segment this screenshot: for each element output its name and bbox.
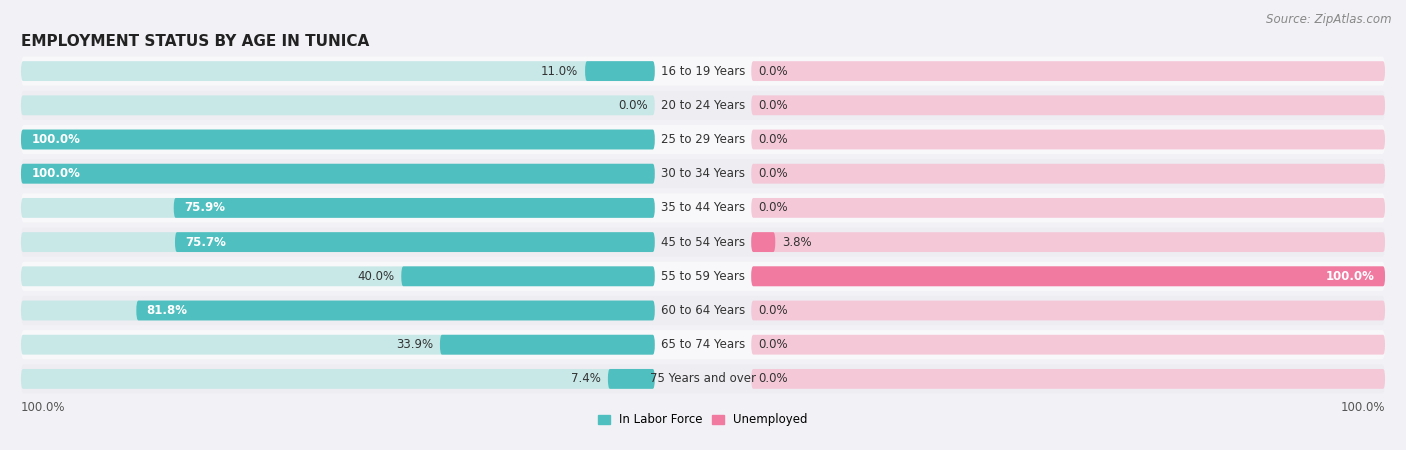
Text: 100.0%: 100.0%: [1340, 401, 1385, 414]
FancyBboxPatch shape: [21, 364, 1385, 393]
Text: 16 to 19 Years: 16 to 19 Years: [661, 65, 745, 77]
FancyBboxPatch shape: [21, 232, 655, 252]
FancyBboxPatch shape: [751, 198, 1385, 218]
Text: 0.0%: 0.0%: [619, 99, 648, 112]
FancyBboxPatch shape: [585, 61, 655, 81]
Text: Source: ZipAtlas.com: Source: ZipAtlas.com: [1267, 14, 1392, 27]
FancyBboxPatch shape: [21, 95, 655, 115]
FancyBboxPatch shape: [21, 61, 655, 81]
FancyBboxPatch shape: [21, 164, 655, 184]
Text: 45 to 54 Years: 45 to 54 Years: [661, 236, 745, 248]
Text: 100.0%: 100.0%: [1326, 270, 1375, 283]
FancyBboxPatch shape: [21, 228, 1385, 256]
Text: 100.0%: 100.0%: [21, 401, 66, 414]
FancyBboxPatch shape: [21, 159, 1385, 188]
FancyBboxPatch shape: [751, 232, 775, 252]
FancyBboxPatch shape: [751, 164, 1385, 184]
FancyBboxPatch shape: [174, 198, 655, 218]
FancyBboxPatch shape: [21, 296, 1385, 325]
FancyBboxPatch shape: [751, 266, 1385, 286]
FancyBboxPatch shape: [751, 61, 1385, 81]
FancyBboxPatch shape: [751, 266, 1385, 286]
Text: 0.0%: 0.0%: [758, 133, 787, 146]
FancyBboxPatch shape: [21, 369, 655, 389]
Text: 55 to 59 Years: 55 to 59 Years: [661, 270, 745, 283]
FancyBboxPatch shape: [21, 262, 1385, 291]
Text: 0.0%: 0.0%: [758, 65, 787, 77]
Text: 7.4%: 7.4%: [571, 373, 600, 385]
FancyBboxPatch shape: [751, 95, 1385, 115]
Text: 0.0%: 0.0%: [758, 304, 787, 317]
Text: 75.7%: 75.7%: [186, 236, 226, 248]
Text: 0.0%: 0.0%: [758, 167, 787, 180]
Text: 40.0%: 40.0%: [357, 270, 394, 283]
FancyBboxPatch shape: [751, 130, 1385, 149]
FancyBboxPatch shape: [21, 194, 1385, 222]
FancyBboxPatch shape: [21, 130, 655, 149]
FancyBboxPatch shape: [401, 266, 655, 286]
Text: 20 to 24 Years: 20 to 24 Years: [661, 99, 745, 112]
FancyBboxPatch shape: [751, 232, 1385, 252]
FancyBboxPatch shape: [440, 335, 655, 355]
FancyBboxPatch shape: [174, 232, 655, 252]
Text: 60 to 64 Years: 60 to 64 Years: [661, 304, 745, 317]
Text: 100.0%: 100.0%: [31, 133, 80, 146]
FancyBboxPatch shape: [21, 125, 1385, 154]
Text: 25 to 29 Years: 25 to 29 Years: [661, 133, 745, 146]
Text: 0.0%: 0.0%: [758, 373, 787, 385]
FancyBboxPatch shape: [21, 57, 1385, 86]
FancyBboxPatch shape: [21, 330, 1385, 359]
FancyBboxPatch shape: [21, 164, 655, 184]
Text: 11.0%: 11.0%: [541, 65, 578, 77]
FancyBboxPatch shape: [751, 301, 1385, 320]
FancyBboxPatch shape: [21, 130, 655, 149]
Text: 0.0%: 0.0%: [758, 99, 787, 112]
Text: 3.8%: 3.8%: [782, 236, 811, 248]
Text: 75 Years and over: 75 Years and over: [650, 373, 756, 385]
FancyBboxPatch shape: [21, 198, 655, 218]
Text: 0.0%: 0.0%: [758, 202, 787, 214]
Text: 65 to 74 Years: 65 to 74 Years: [661, 338, 745, 351]
Text: 100.0%: 100.0%: [31, 167, 80, 180]
FancyBboxPatch shape: [21, 91, 1385, 120]
Text: 81.8%: 81.8%: [146, 304, 187, 317]
FancyBboxPatch shape: [607, 369, 655, 389]
Text: 75.9%: 75.9%: [184, 202, 225, 214]
FancyBboxPatch shape: [21, 301, 655, 320]
Text: EMPLOYMENT STATUS BY AGE IN TUNICA: EMPLOYMENT STATUS BY AGE IN TUNICA: [21, 34, 370, 49]
Text: 33.9%: 33.9%: [396, 338, 433, 351]
FancyBboxPatch shape: [136, 301, 655, 320]
Text: 30 to 34 Years: 30 to 34 Years: [661, 167, 745, 180]
Legend: In Labor Force, Unemployed: In Labor Force, Unemployed: [593, 409, 813, 431]
FancyBboxPatch shape: [751, 335, 1385, 355]
FancyBboxPatch shape: [751, 369, 1385, 389]
Text: 0.0%: 0.0%: [758, 338, 787, 351]
FancyBboxPatch shape: [21, 335, 655, 355]
FancyBboxPatch shape: [21, 266, 655, 286]
Text: 35 to 44 Years: 35 to 44 Years: [661, 202, 745, 214]
